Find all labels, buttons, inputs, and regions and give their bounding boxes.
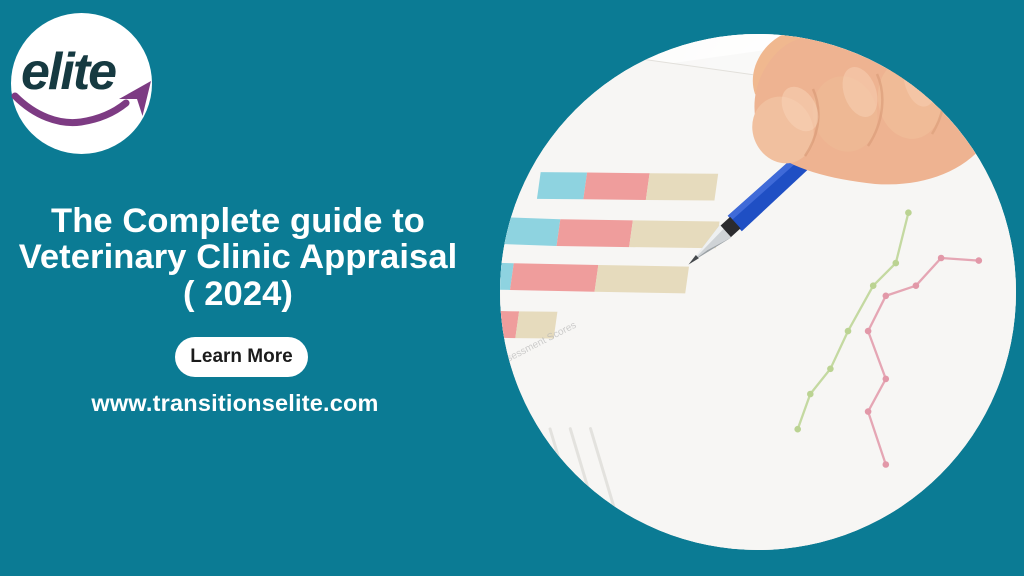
- svg-text:elite: elite: [21, 43, 116, 101]
